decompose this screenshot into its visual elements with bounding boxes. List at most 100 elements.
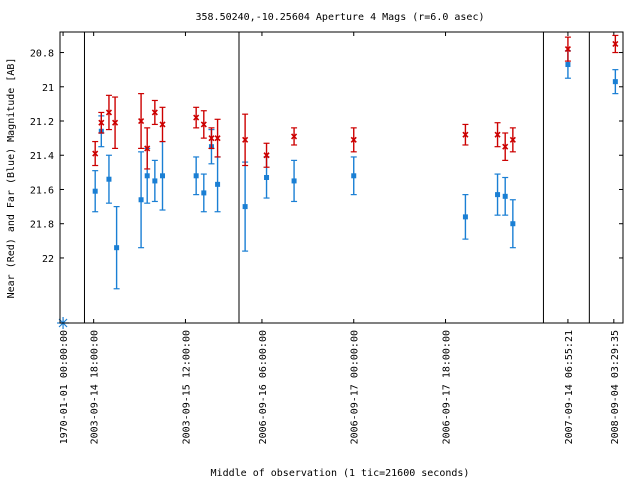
far-point [113,206,120,290]
far-blue-series [92,50,619,290]
near-marker [509,136,516,143]
near-point [151,99,158,126]
near-point [612,34,619,54]
near-point [350,127,357,153]
far-marker [565,62,571,68]
x-tick-label: 2006-09-17 00:00:00 [350,330,361,444]
far-point [193,156,200,196]
plot-frame [59,31,624,324]
far-point [462,194,469,240]
far-point [200,173,207,213]
far-marker [114,245,120,251]
near-point [159,106,166,143]
y-tick-label: 22 [42,254,54,265]
near-marker [291,133,298,140]
far-point [612,69,619,95]
y-axis-ticks: 20.8 21 21.2 21.4 21.6 21.8 22 [30,49,623,265]
near-red-series [92,34,619,170]
near-point [214,118,221,158]
near-marker [502,143,509,150]
far-point [151,159,158,203]
near-point [494,122,501,148]
x-tick-label: 2006-09-17 18:00:00 [442,330,453,444]
near-marker [112,119,119,126]
far-marker [215,181,221,187]
far-marker [612,79,618,85]
near-point [502,132,509,161]
x-tick-label: 2006-09-16 06:00:00 [258,330,269,444]
x-tick-label: 2003-09-15 12:00:00 [181,330,192,444]
near-point [200,110,207,139]
near-marker [214,135,221,142]
near-point [92,140,99,167]
far-point [138,151,145,249]
y-tick-label: 21.4 [30,151,54,162]
near-point [291,127,298,146]
y-tick-label: 21.2 [30,117,54,128]
far-marker [242,204,248,210]
far-point [159,140,166,211]
near-marker [350,136,357,143]
near-marker [242,136,249,143]
far-marker [138,197,144,203]
near-marker [200,121,207,128]
far-marker [264,175,270,180]
y-tick-label: 20.8 [30,49,54,60]
near-marker [92,150,99,157]
near-point [462,123,469,146]
x-tick-label: 2003-09-14 18:00:00 [90,330,101,444]
far-point [242,161,249,252]
far-marker [92,188,98,194]
far-point [502,176,509,216]
near-marker [462,131,469,138]
y-axis-label: Near (Red) and Far (Blue) Magnitude [AB] [6,58,17,299]
near-marker [138,117,145,125]
far-marker [106,176,112,182]
far-point [509,199,516,249]
near-marker [494,131,501,138]
near-marker [612,40,619,48]
near-marker [193,114,200,121]
y-tick-label: 21 [42,83,54,94]
near-marker [151,109,158,116]
chart-title: 358.50240,-10.25604 Aperture 4 Mags (r=6… [196,12,485,23]
far-point [494,173,501,216]
near-point [242,113,249,167]
far-marker [510,221,516,227]
far-point [105,154,112,204]
far-point [350,156,357,196]
far-marker [144,173,150,179]
near-point [193,106,200,129]
segment-dividers [83,32,590,323]
y-tick-label: 21.8 [30,220,54,231]
far-marker [462,214,468,220]
near-marker [105,109,113,116]
far-marker [160,173,166,179]
x-axis-label: Middle of observation (1 tic=21600 secon… [211,468,470,479]
near-point [98,111,105,134]
near-point [263,142,270,168]
near-marker [159,121,166,128]
far-point [214,156,221,213]
near-point [208,127,215,149]
near-marker [144,145,151,152]
x-tick-label: 2007-09-14 06:55:21 [564,330,575,444]
y-tick-label: 21.6 [30,185,54,196]
near-point [138,93,145,149]
near-marker [564,46,571,53]
near-point [144,127,151,170]
near-point [564,36,571,62]
far-marker [291,178,297,184]
near-point [509,127,516,153]
far-marker [193,173,199,179]
far-marker [502,193,508,199]
x-tick-label: 1970-01-01 00:00:00 [59,330,70,444]
far-point [291,159,298,203]
far-marker [201,190,207,196]
far-marker [495,192,501,198]
far-marker [152,178,158,184]
far-point [92,170,99,213]
near-marker [98,119,105,126]
x-tick-label: 2008-09-04 03:29:35 [610,330,621,444]
